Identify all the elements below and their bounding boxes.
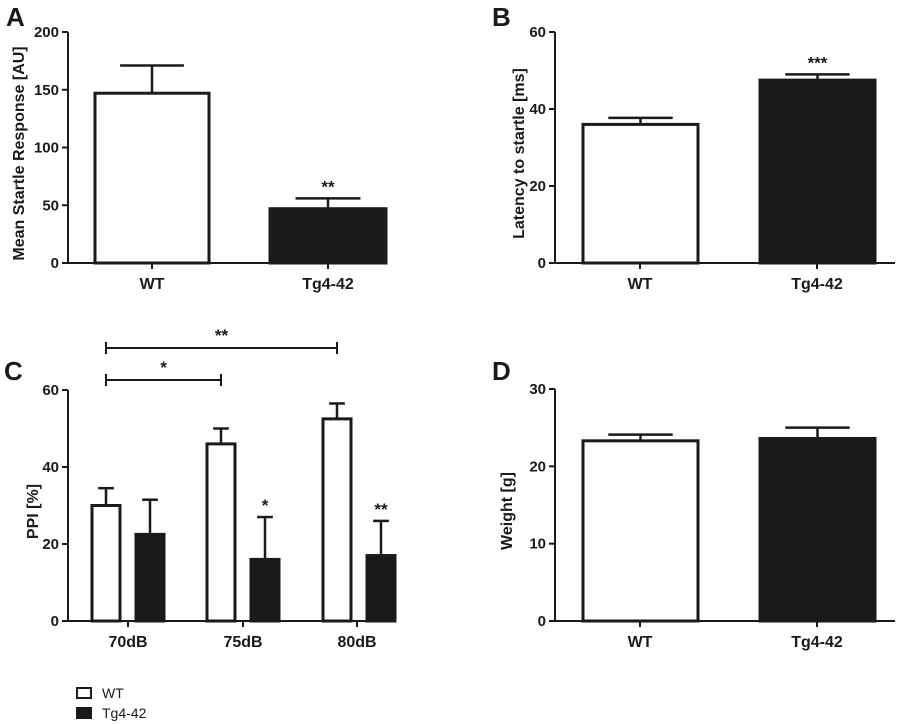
panel-d-x-tick-label-wt: WT: [628, 634, 653, 651]
panel-b-y-tick-label-0: 0: [538, 255, 546, 272]
panel-c-significance-1: **: [374, 500, 388, 519]
panel-c-letter: C: [4, 356, 23, 386]
panel-d-y-tick-label-0: 0: [538, 613, 546, 630]
panel-c-y-tick-label-20: 20: [42, 536, 59, 553]
legend-label-tg4-42: Tg4-42: [102, 705, 147, 721]
panel-a-significance-0: **: [321, 177, 335, 196]
panel-c-y-axis-title: PPI [%]: [25, 484, 42, 539]
panel-a-y-tick-label-150: 150: [34, 82, 59, 99]
legend-item-wt: WT: [76, 684, 276, 702]
panel-d-bar-wt: [581, 439, 700, 623]
legend-label-wt: WT: [102, 685, 124, 701]
panel-a-y-tick-label-50: 50: [42, 197, 59, 214]
panel-a-x-tick-label-wt: WT: [140, 276, 165, 293]
panel-c-bar-80db-wt: [321, 417, 353, 623]
panel-d-x-tick-label-tg4-42: Tg4-42: [791, 634, 843, 651]
panel-c-x-tick-label-70db: 70dB: [108, 634, 147, 651]
panel-a-y-tick-label-0: 0: [51, 255, 59, 272]
panel-c-bar-80db-tg4-42: [365, 554, 397, 623]
panel-c-bar-70db-wt: [90, 504, 122, 623]
panel-d-bar-tg4-42: [758, 436, 877, 623]
panel-a-letter: A: [6, 2, 25, 32]
panel-a-y-tick-label-200: 200: [34, 24, 59, 41]
panel-b-y-tick-label-60: 60: [529, 24, 546, 41]
panel-a-y-axis-title: Mean Startle Response [AU]: [11, 46, 28, 260]
legend-swatch-wt: [76, 687, 92, 699]
panel-d-y-tick-label-20: 20: [529, 458, 546, 475]
panel-b-x-tick-label-wt: WT: [628, 276, 653, 293]
panel-b-y-tick-label-40: 40: [529, 101, 546, 118]
panel-b-bar-tg4-42: [758, 78, 877, 265]
panel-b-letter: B: [492, 2, 511, 32]
panel-a-y-tick-label-100: 100: [34, 140, 59, 157]
panel-c-y-tick-label-0: 0: [51, 613, 59, 630]
legend: WT Tg4-42: [76, 684, 276, 722]
legend-item-tg4-42: Tg4-42: [76, 704, 276, 722]
panel-b-significance-0: ***: [808, 53, 828, 72]
panel-c-bar-75db-tg4-42: [249, 557, 281, 623]
panel-c-x-tick-label-75db: 75dB: [223, 634, 262, 651]
panel-b-y-tick-label-20: 20: [529, 178, 546, 195]
panel-a-bar-wt: [93, 91, 211, 265]
panel-b-y-axis-title: Latency to startle [ms]: [511, 68, 528, 239]
panel-c-y-tick-label-40: 40: [42, 459, 59, 476]
panel-c-bar-75db-wt: [205, 442, 237, 623]
panel-b-x-tick-label-tg4-42: Tg4-42: [791, 276, 843, 293]
panel-d-y-tick-label-30: 30: [529, 381, 546, 398]
legend-swatch-tg4-42: [76, 707, 92, 719]
panel-c-bar-70db-tg4-42: [134, 532, 166, 623]
panel-a-bar-tg4-42: [268, 207, 388, 265]
panel-c-y-tick-label-60: 60: [42, 382, 59, 399]
panel-d-y-tick-label-10: 10: [529, 536, 546, 553]
panel-c-x-tick-label-80db: 80dB: [337, 634, 376, 651]
panel-c-bracket-1-label: **: [215, 326, 229, 345]
panel-b-bar-wt: [581, 122, 700, 265]
panel-d-y-axis-title: Weight [g]: [499, 472, 516, 550]
panel-a-x-tick-label-tg4-42: Tg4-42: [302, 276, 354, 293]
panel-d-letter: D: [492, 356, 511, 386]
panel-c-significance-0: *: [262, 496, 269, 515]
panel-c-bracket-0-label: *: [160, 358, 167, 377]
